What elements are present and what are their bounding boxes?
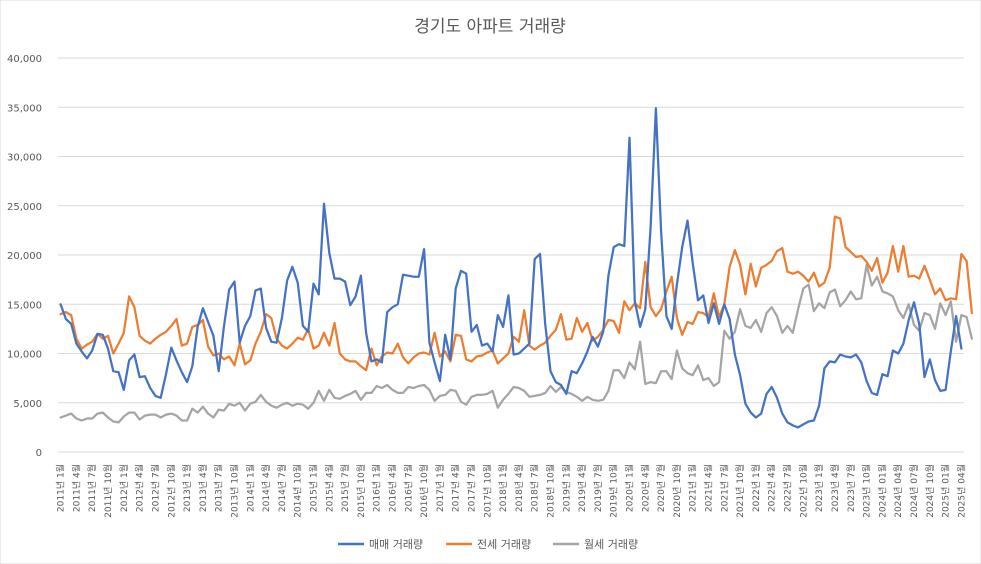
x-tick-label: 2021년 4월 xyxy=(703,464,715,512)
x-tick-label: 2018년 1월 xyxy=(497,464,509,512)
x-tick-label: 2017년 4월 xyxy=(450,464,462,512)
x-tick-label: 2014년 7월 xyxy=(276,464,288,512)
x-tick-label: 2019년 4월 xyxy=(576,464,588,512)
gridlines xyxy=(58,57,964,453)
y-tick-label: 20,000 xyxy=(7,251,42,262)
x-tick-label: 2023년 7월 xyxy=(845,464,857,512)
x-tick-label: 2015년 1월 xyxy=(307,464,319,512)
x-tick-label: 2011년 10월 xyxy=(102,464,114,518)
x-tick-label: 2021년 1월 xyxy=(687,464,699,512)
x-tick-label: 2021년 10월 xyxy=(734,464,746,518)
x-tick-label: 2012년 7월 xyxy=(149,464,161,512)
x-tick-label: 2020년 7월 xyxy=(655,464,667,512)
series-line xyxy=(59,263,974,424)
x-tick-label: 2017년 7월 xyxy=(465,464,477,512)
chart-title: 경기도 아파트 거래량 xyxy=(414,17,566,37)
x-tick-label: 2018년 10월 xyxy=(545,464,557,518)
x-tick-label: 2014년 4월 xyxy=(260,464,272,512)
x-tick-label: 2023년 10월 xyxy=(861,464,873,518)
x-tick-label: 2024년 04월 xyxy=(892,464,904,518)
x-tick-label: 2016년 1월 xyxy=(371,464,383,512)
x-tick-label: 2011년 1월 xyxy=(55,464,67,512)
x-tick-label: 2014년 1월 xyxy=(244,464,256,512)
x-tick-label: 2018년 4월 xyxy=(513,464,525,512)
x-tick-label: 2025년 04월 xyxy=(955,464,967,518)
legend-label: 전세 거래량 xyxy=(477,538,531,551)
x-tick-label: 2019년 10월 xyxy=(608,464,620,518)
x-tick-label: 2013년 10월 xyxy=(228,464,240,518)
x-tick-label: 2013년 7월 xyxy=(213,464,225,512)
x-tick-label: 2011년 7월 xyxy=(86,464,98,512)
x-tick-label: 2012년 1월 xyxy=(118,464,130,512)
x-tick-label: 2020년 4월 xyxy=(639,464,651,512)
series-line xyxy=(59,215,974,372)
x-tick-label: 2024년 07월 xyxy=(908,464,920,518)
x-tick-label: 2016년 4월 xyxy=(386,464,398,512)
x-tick-label: 2020년 1월 xyxy=(624,464,636,512)
x-tick-label: 2012년 10월 xyxy=(165,464,177,518)
x-tick-label: 2011년 4월 xyxy=(70,464,82,512)
x-axis-ticks: 2011년 1월 2011년 4월 2011년 7월 2011년 10월 2012년 1… xyxy=(55,464,968,518)
x-tick-label: 2013년 1월 xyxy=(181,464,193,512)
x-tick-label: 2015년 7월 xyxy=(339,464,351,512)
x-tick-label: 2023년 4월 xyxy=(829,464,841,512)
y-tick-label: 30,000 xyxy=(7,153,42,164)
x-tick-label: 2021년 7월 xyxy=(718,464,730,512)
x-tick-label: 2025년 01월 xyxy=(940,464,952,518)
x-tick-label: 2022년 10월 xyxy=(797,464,809,518)
x-tick-label: 2015년 10월 xyxy=(355,464,367,518)
y-tick-label: 5,000 xyxy=(13,399,42,410)
series-lines xyxy=(59,107,974,429)
x-tick-label: 2022년 4월 xyxy=(766,464,778,512)
x-tick-label: 2016년 7월 xyxy=(402,464,414,512)
x-tick-label: 2014년 10월 xyxy=(292,464,304,518)
x-tick-label: 2018년 7월 xyxy=(529,464,541,512)
y-tick-label: 0 xyxy=(36,448,42,459)
x-tick-label: 2017년 10월 xyxy=(481,464,493,518)
y-tick-label: 25,000 xyxy=(7,202,42,213)
x-tick-label: 2022년 1월 xyxy=(750,464,762,512)
y-tick-label: 15,000 xyxy=(7,300,42,311)
x-tick-label: 2019년 7월 xyxy=(592,464,604,512)
x-tick-label: 2017년 1월 xyxy=(434,464,446,512)
x-tick-label: 2023년 1월 xyxy=(813,464,825,512)
y-tick-label: 40,000 xyxy=(7,54,42,65)
x-tick-label: 2019년 1월 xyxy=(560,464,572,512)
legend-label: 월세 거래량 xyxy=(584,538,638,551)
x-tick-label: 2013년 4월 xyxy=(197,464,209,512)
series-line xyxy=(59,107,963,429)
x-tick-label: 2015년 4월 xyxy=(323,464,335,512)
x-tick-label: 2022년 7월 xyxy=(782,464,794,512)
legend-label: 매매 거래량 xyxy=(369,538,423,551)
legend: 매매 거래량 전세 거래량 월세 거래량 xyxy=(338,538,638,551)
y-tick-label: 10,000 xyxy=(7,350,42,361)
y-tick-label: 35,000 xyxy=(7,103,42,114)
x-tick-label: 2016년 10월 xyxy=(418,464,430,518)
x-tick-label: 2024년 01월 xyxy=(876,464,888,518)
y-axis-ticks: 0 5,000 10,000 15,000 20,000 25,000 30,000 35,0… xyxy=(7,54,42,459)
x-tick-label: 2020년 10월 xyxy=(671,464,683,518)
x-tick-label: 2012년 4월 xyxy=(134,464,146,512)
x-tick-label: 2024년 10월 xyxy=(924,464,936,518)
